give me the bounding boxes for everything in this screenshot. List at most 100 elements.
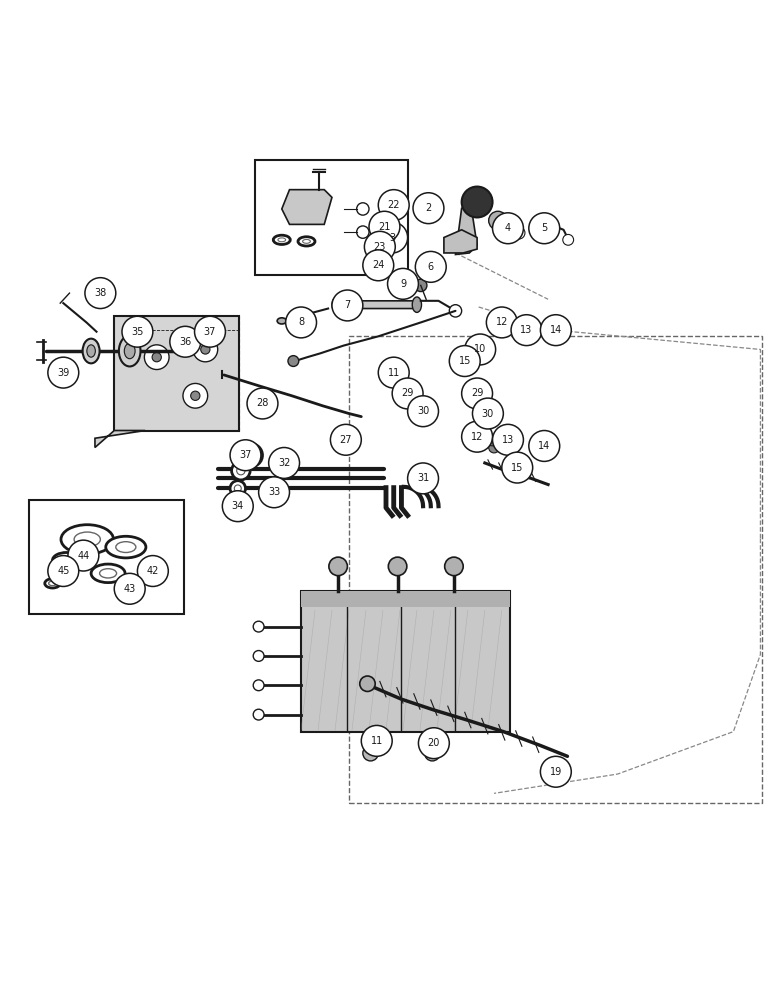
Circle shape [85, 278, 116, 309]
Polygon shape [336, 301, 421, 309]
Text: 15: 15 [511, 463, 523, 473]
Bar [301, 591, 510, 732]
Polygon shape [444, 230, 477, 253]
Ellipse shape [332, 298, 340, 312]
Circle shape [378, 357, 409, 388]
Circle shape [388, 268, 418, 299]
Circle shape [511, 315, 542, 346]
Circle shape [392, 378, 423, 409]
Bar [349, 336, 762, 803]
Circle shape [183, 383, 208, 408]
Text: 37: 37 [204, 327, 216, 337]
Text: 30: 30 [417, 406, 429, 416]
Circle shape [237, 466, 245, 475]
Ellipse shape [278, 238, 286, 242]
Circle shape [470, 437, 484, 451]
Ellipse shape [86, 345, 95, 357]
Text: 30: 30 [482, 409, 494, 419]
Text: 33: 33 [268, 487, 280, 497]
Ellipse shape [100, 569, 117, 578]
Circle shape [413, 193, 444, 224]
Text: 5: 5 [541, 223, 547, 233]
Circle shape [332, 290, 363, 321]
Circle shape [114, 573, 145, 604]
Text: 29: 29 [471, 388, 483, 398]
Text: 2: 2 [425, 203, 432, 213]
Circle shape [329, 557, 347, 576]
Text: 6: 6 [428, 262, 434, 272]
Circle shape [253, 651, 264, 661]
Text: 28: 28 [256, 398, 269, 408]
Circle shape [269, 448, 300, 478]
Circle shape [369, 211, 400, 242]
Ellipse shape [124, 343, 135, 359]
Circle shape [259, 477, 290, 508]
Circle shape [529, 213, 560, 244]
Circle shape [245, 450, 256, 460]
Ellipse shape [298, 237, 315, 246]
Text: 19: 19 [550, 767, 562, 777]
Text: 8: 8 [298, 317, 304, 327]
Circle shape [415, 251, 446, 282]
Circle shape [330, 424, 361, 455]
Text: 12: 12 [471, 432, 483, 442]
Circle shape [122, 316, 153, 347]
Circle shape [152, 353, 161, 362]
Ellipse shape [61, 525, 113, 554]
Text: 27: 27 [340, 435, 352, 445]
Circle shape [230, 440, 261, 471]
Bar [29, 500, 184, 614]
Circle shape [239, 444, 262, 467]
Circle shape [201, 345, 210, 354]
Ellipse shape [83, 339, 100, 363]
Circle shape [48, 556, 79, 586]
Circle shape [360, 676, 375, 691]
Text: 44: 44 [77, 551, 90, 561]
Circle shape [232, 461, 250, 480]
Circle shape [230, 481, 245, 496]
Bar [301, 591, 510, 607]
Text: 24: 24 [372, 260, 384, 270]
Ellipse shape [273, 235, 290, 244]
Circle shape [288, 356, 299, 366]
Circle shape [378, 190, 409, 221]
Circle shape [489, 442, 499, 453]
Circle shape [425, 745, 440, 761]
Text: 36: 36 [179, 337, 191, 347]
Text: 34: 34 [232, 501, 244, 511]
Text: 3: 3 [389, 233, 395, 243]
Circle shape [563, 234, 574, 245]
Text: 32: 32 [278, 458, 290, 468]
Circle shape [357, 203, 369, 215]
Bar [114, 316, 239, 431]
Text: 13: 13 [520, 325, 533, 335]
Text: 13: 13 [502, 435, 514, 445]
Circle shape [502, 452, 533, 483]
Circle shape [465, 334, 496, 365]
Circle shape [415, 279, 427, 292]
Circle shape [357, 226, 369, 238]
Polygon shape [95, 431, 145, 448]
Text: 31: 31 [417, 473, 429, 483]
Circle shape [472, 398, 503, 429]
Circle shape [408, 396, 438, 427]
Circle shape [286, 307, 317, 338]
Text: 39: 39 [57, 368, 69, 378]
Ellipse shape [106, 536, 146, 558]
Circle shape [137, 556, 168, 586]
Circle shape [418, 728, 449, 759]
Circle shape [388, 557, 407, 576]
Circle shape [493, 424, 523, 455]
Circle shape [531, 216, 550, 234]
Circle shape [408, 463, 438, 494]
Circle shape [445, 557, 463, 576]
Circle shape [449, 346, 480, 376]
Text: 35: 35 [131, 327, 144, 337]
Text: 11: 11 [388, 368, 400, 378]
Circle shape [462, 421, 493, 452]
Text: 9: 9 [400, 279, 406, 289]
Text: 29: 29 [401, 388, 414, 398]
Circle shape [235, 485, 241, 492]
Text: 22: 22 [388, 200, 400, 210]
Circle shape [489, 211, 507, 230]
